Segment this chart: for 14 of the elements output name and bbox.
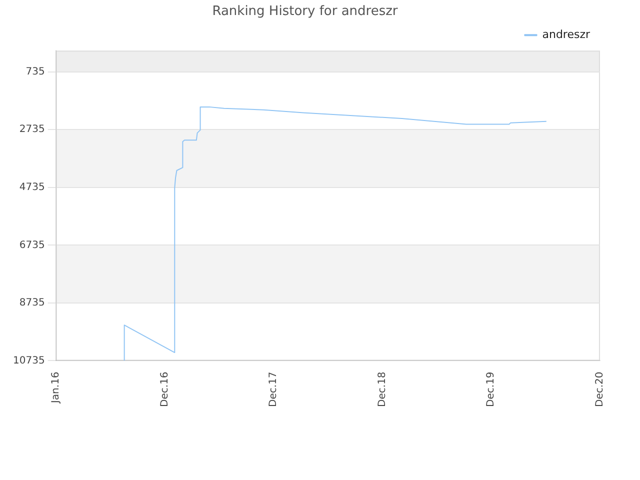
y-tick-label: 6735	[19, 240, 45, 251]
x-tick-label: Dec.18	[376, 372, 388, 408]
chart-title: Ranking History for andreszr	[212, 4, 398, 20]
x-tick-label: Dec.16	[159, 372, 170, 408]
x-tick-label: Dec.20	[594, 372, 606, 408]
y-tick-label: 2735	[19, 124, 45, 136]
x-tick-label: Dec.17	[268, 372, 280, 408]
x-tick-label: Dec.19	[486, 372, 497, 408]
x-tick-label: Jan.16	[50, 372, 62, 404]
y-tick-label: 8735	[19, 298, 45, 309]
y-tick-label: 10735	[13, 355, 45, 366]
legend-label: andreszr	[542, 28, 590, 41]
y-tick-label: 4735	[19, 182, 45, 193]
y-tick-label: 735	[26, 66, 45, 78]
